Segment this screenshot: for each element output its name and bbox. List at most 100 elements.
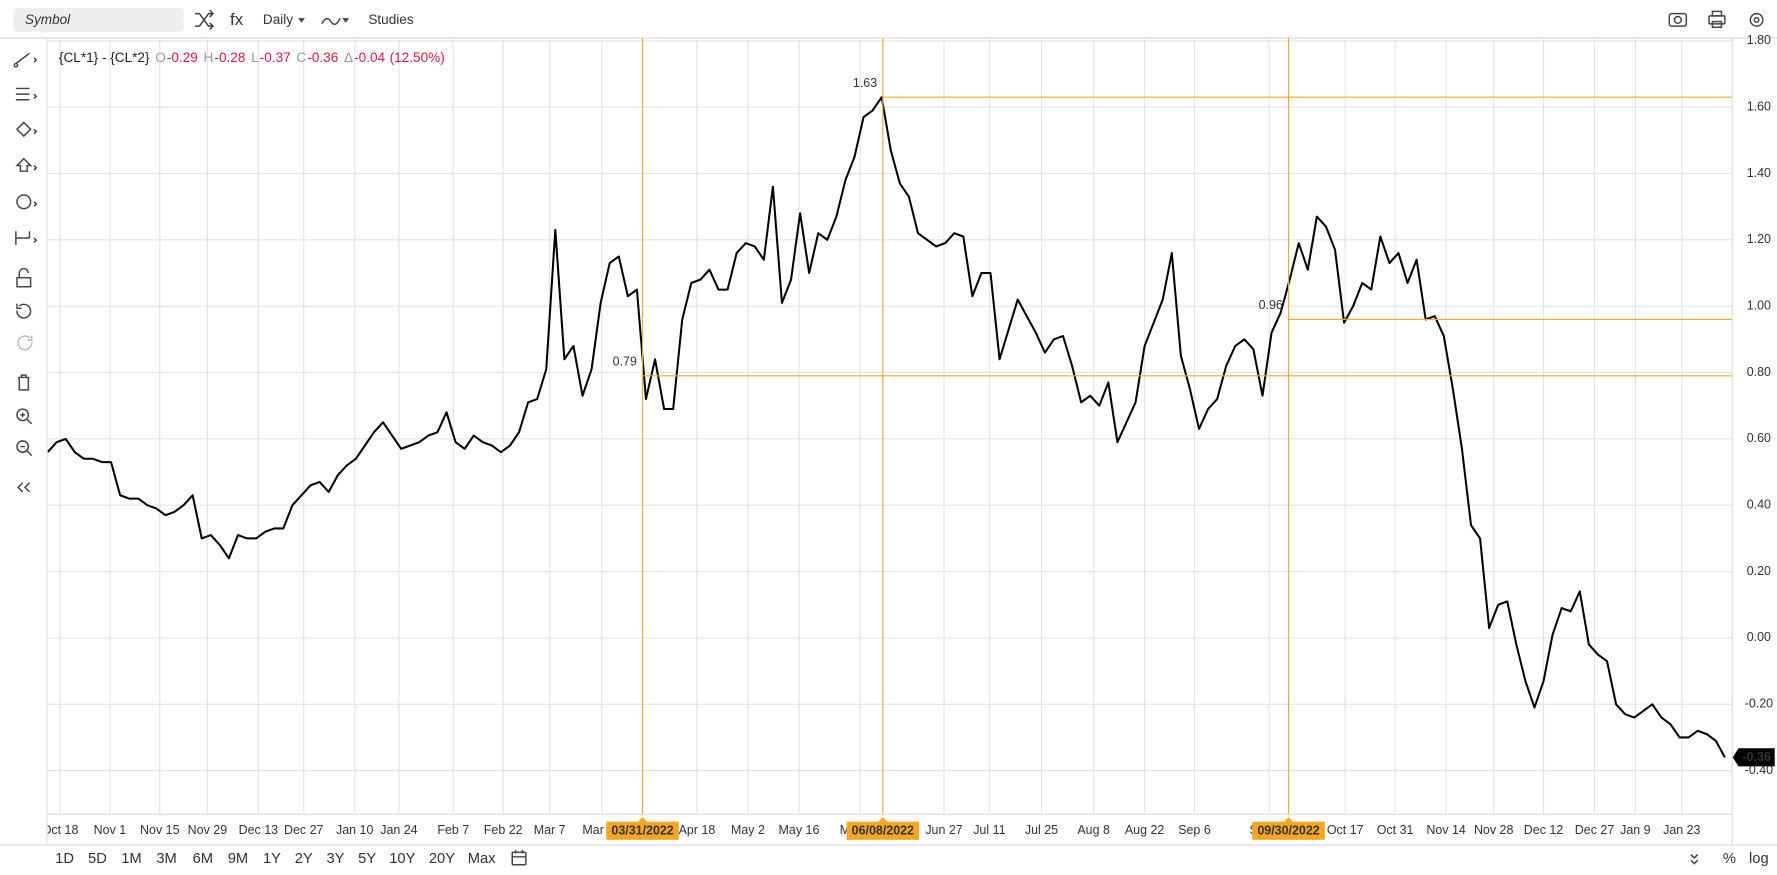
- x-tick-label: Dec 27: [284, 823, 324, 837]
- crosshair-date-pointer: [1284, 817, 1294, 822]
- x-tick-label: Jan 9: [1620, 823, 1651, 837]
- x-tick-label: Jan 10: [336, 823, 373, 837]
- range-button[interactable]: 20Y: [429, 851, 455, 867]
- range-button[interactable]: 1D: [55, 851, 74, 867]
- grid: [47, 37, 1732, 814]
- scroll-end-button[interactable]: [1690, 854, 1699, 865]
- range-bar: 1D 5D 1M 3M 6M 9M 1Y 2Y 3Y 5Y 10Y 20Y Max% log: [55, 850, 1769, 867]
- overlay: 0.79 03/31/2022 1.63 06/08/2022 0.96 09/30/20…: [606, 76, 1775, 840]
- redo-button[interactable]: [17, 335, 33, 351]
- crosshair-date-box: [606, 821, 679, 840]
- range-button[interactable]: 3M: [156, 851, 176, 867]
- last-value-box: [1732, 748, 1775, 767]
- toolbar-bg: [0, 0, 1777, 38]
- ohlc-label: C: [296, 49, 306, 64]
- ohlc-value: -0.37: [260, 49, 291, 64]
- tool-carets: [33, 57, 38, 244]
- delete-button[interactable]: [18, 374, 30, 391]
- y-tick-label: 1.60: [1747, 99, 1771, 113]
- percent-toggle[interactable]: %: [1723, 851, 1736, 867]
- fib-tool[interactable]: [15, 87, 30, 101]
- x-tick-label: Dec 13: [239, 823, 279, 837]
- crosshair-value-label: 1.63: [853, 76, 877, 90]
- crosshair-date-pointer: [638, 817, 648, 822]
- x-tick-label: Oct 18: [42, 823, 79, 837]
- legend: {CL*1} - {CL*2} O-0.29 H-0.28 L-0.37 C-0.36 Δ…: [59, 49, 445, 64]
- x-tick-label: Nov 29: [188, 823, 228, 837]
- zoom-in-button[interactable]: [16, 408, 33, 425]
- ohlc-label: Δ: [344, 49, 353, 64]
- x-tick-label: Nov 1: [94, 823, 127, 837]
- y-tick-label: 1.20: [1747, 232, 1771, 246]
- crosshair-date-label: 03/31/2022: [611, 824, 673, 838]
- interval-caret: [298, 18, 305, 23]
- x-tick-label: Feb 7: [437, 823, 469, 837]
- range-button[interactable]: 2Y: [295, 851, 313, 867]
- measure-tool[interactable]: [15, 231, 31, 245]
- range-button[interactable]: 5Y: [358, 851, 376, 867]
- x-tick-label: Dec 12: [1524, 823, 1564, 837]
- crosshair-value-label: 0.79: [613, 355, 637, 369]
- x-tick-label: Nov 15: [140, 823, 180, 837]
- function-button[interactable]: fx: [230, 10, 244, 29]
- x-tick-label: May 16: [779, 823, 820, 837]
- arrow-tool[interactable]: [15, 157, 33, 172]
- crosshair-date-label: 06/08/2022: [852, 824, 914, 838]
- last-value-label: -0.36: [1742, 750, 1770, 764]
- x-tick-label: Jan 24: [380, 823, 417, 837]
- print-button[interactable]: [1708, 10, 1726, 28]
- ohlc-value: -0.29: [167, 49, 198, 64]
- range-button[interactable]: 5D: [88, 851, 107, 867]
- series-name: {CL*1} - {CL*2}: [59, 49, 150, 64]
- x-tick-label: Oct 31: [1377, 823, 1414, 837]
- date-picker-button[interactable]: [511, 850, 527, 866]
- ohlc-value: -0.04: [354, 49, 385, 64]
- y-tick-label: 0.00: [1747, 630, 1771, 644]
- y-tick-label: 0.60: [1747, 431, 1771, 445]
- x-tick-label: Nov 28: [1474, 823, 1514, 837]
- trendline-tool[interactable]: [13, 52, 30, 68]
- range-button[interactable]: 1Y: [263, 851, 281, 867]
- y-tick-label: -0.40: [1745, 763, 1773, 777]
- toolbar: Symbol fx Daily Studies: [0, 0, 1777, 39]
- symbol-input[interactable]: [13, 7, 184, 32]
- settings-button[interactable]: [1749, 12, 1764, 27]
- y-tick-label: 0.40: [1747, 498, 1771, 512]
- x-tick-label: Sep 6: [1178, 823, 1211, 837]
- range-button[interactable]: 10Y: [389, 851, 415, 867]
- crosshair-date-box: [846, 821, 920, 840]
- range-button[interactable]: 6M: [193, 851, 213, 867]
- chart-style-button[interactable]: [321, 17, 341, 26]
- ohlc-label: H: [204, 49, 214, 64]
- collapse-button[interactable]: [17, 482, 30, 493]
- ohlc-label: O: [155, 49, 166, 64]
- lock-button[interactable]: [16, 267, 32, 288]
- x-tick-label: Jul 25: [1025, 823, 1058, 837]
- interval-button[interactable]: Daily: [263, 12, 293, 27]
- y-tick-label: -0.20: [1745, 697, 1773, 711]
- pattern-tool[interactable]: [15, 121, 32, 138]
- range-button[interactable]: 9M: [228, 851, 248, 867]
- log-toggle[interactable]: log: [1749, 851, 1769, 867]
- x-tick-label: Feb 22: [484, 823, 523, 837]
- range-button[interactable]: 1M: [121, 851, 141, 867]
- screenshot-button[interactable]: [1668, 12, 1688, 27]
- undo-button[interactable]: [16, 303, 32, 319]
- annotation-tool[interactable]: [16, 194, 32, 210]
- range-button[interactable]: Max: [468, 851, 496, 867]
- crosshair-date-box: [1252, 821, 1325, 840]
- x-tick-label: Apr 18: [679, 823, 716, 837]
- y-tick-label: 0.80: [1747, 365, 1771, 379]
- x-axis: Oct 18 Nov 1 Nov 15 Nov 29 Dec 13 Dec 27 Jan 1…: [42, 823, 1701, 837]
- compare-button[interactable]: [194, 9, 215, 31]
- x-tick-label: Oct 17: [1327, 823, 1364, 837]
- x-tick-label: Mar 7: [534, 823, 566, 837]
- range-button[interactable]: 3Y: [326, 851, 344, 867]
- x-tick-label: May 2: [731, 823, 765, 837]
- studies-button[interactable]: Studies: [368, 12, 414, 27]
- drawing-toolbar: [13, 52, 38, 493]
- zoom-out-button[interactable]: [16, 440, 33, 457]
- ohlc-label: L: [251, 49, 259, 64]
